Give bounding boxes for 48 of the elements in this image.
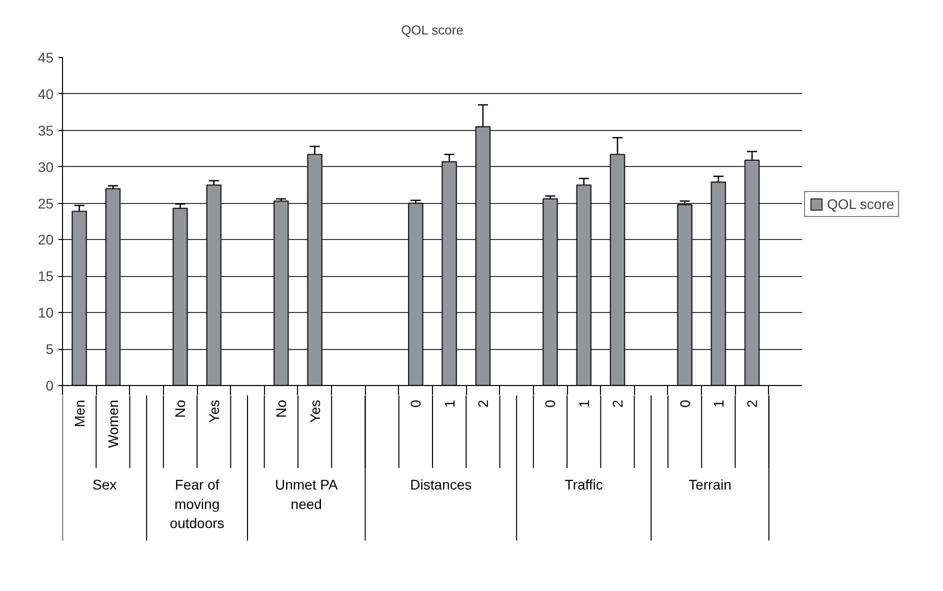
bar: [105, 188, 121, 386]
x-tick-label: 0: [408, 400, 424, 408]
bar: [744, 160, 760, 386]
x-tick-label: Men: [71, 400, 88, 428]
x-tick-label: 1: [710, 400, 726, 408]
text: Traffic: [564, 476, 603, 493]
y-tick-label: 35: [38, 122, 54, 138]
y-tick-label: 0: [46, 378, 54, 394]
chart-title: QOL score: [401, 22, 464, 38]
bar: [72, 210, 87, 386]
text: Sex: [92, 476, 117, 493]
bar: [610, 154, 626, 386]
x-tick-label: No: [172, 400, 188, 418]
x-tick-label: 0: [542, 400, 558, 408]
bar: [475, 126, 491, 386]
x-tick-label: No: [273, 400, 290, 418]
y-tick-label: 15: [38, 268, 54, 284]
x-tick-label: 1: [576, 400, 592, 408]
x-tick-label: Women: [104, 400, 121, 448]
x-tick-label: 0: [676, 400, 693, 408]
x-tick-label: 1: [441, 400, 458, 408]
text: Fear of moving outdoors: [170, 476, 224, 532]
x-tick-label: Yes: [306, 400, 323, 423]
bar: [172, 208, 188, 386]
y-tick-label: 20: [38, 232, 54, 248]
text: Distances: [410, 476, 472, 493]
bar: [273, 200, 289, 386]
bar: [576, 184, 592, 386]
bar: [710, 182, 726, 386]
bar: [442, 161, 457, 386]
x-tick-label: Yes: [206, 400, 222, 423]
y-tick-label: 10: [38, 304, 54, 321]
bar: [307, 154, 322, 386]
y-tick-label: 5: [46, 341, 54, 358]
bar: [677, 204, 692, 386]
y-tick-label: 30: [38, 158, 54, 175]
y-tick-label: 40: [38, 86, 54, 102]
legend-label: QOL score: [827, 196, 894, 212]
text: Unmet PA need: [274, 476, 338, 512]
bar: [542, 198, 558, 386]
bar: [408, 202, 424, 386]
x-tick-label: 2: [610, 400, 626, 408]
y-tick-label: 45: [38, 50, 54, 66]
y-tick-label: 25: [38, 195, 54, 212]
text: Terrain: [688, 476, 732, 493]
x-tick-label: 2: [474, 400, 491, 408]
x-tick-label: 2: [744, 400, 760, 408]
bar: [206, 184, 222, 386]
